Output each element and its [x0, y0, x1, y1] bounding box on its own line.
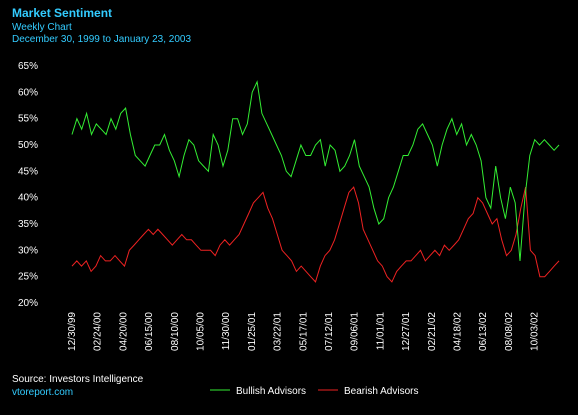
y-tick-label: 65%: [18, 61, 38, 72]
y-tick-label: 45%: [18, 166, 38, 177]
series-line-bullish: [71, 80, 560, 261]
series-line-bearish: [71, 186, 560, 283]
legend: Bullish Advisors Bearish Advisors: [210, 386, 418, 397]
x-tick-label: 08/10/00: [170, 312, 181, 351]
y-tick-label: 30%: [18, 245, 38, 256]
y-tick-label: 50%: [18, 140, 38, 151]
x-tick-label: 04/20/00: [118, 312, 129, 351]
y-tick-label: 40%: [18, 193, 38, 204]
x-tick-label: 02/24/00: [93, 312, 104, 351]
y-tick-label: 25%: [18, 272, 38, 283]
x-tick-label: 01/25/01: [247, 312, 258, 351]
chart-subtitle: Weekly Chart: [12, 22, 72, 33]
x-tick-label: 04/18/02: [453, 312, 464, 351]
plot-area: [71, 80, 560, 283]
y-tick-label: 35%: [18, 219, 38, 230]
x-tick-label: 11/01/01: [375, 312, 386, 351]
x-tick-label: 11/30/00: [221, 312, 232, 351]
y-axis-labels: 20% 25% 30% 35% 40% 45% 50% 55% 60% 65%: [18, 61, 38, 309]
legend-label-bullish: Bullish Advisors: [236, 386, 306, 397]
x-tick-label: 06/13/02: [478, 312, 489, 351]
chart-date-range: December 30, 1999 to January 23, 2003: [12, 34, 191, 45]
x-tick-label: 12/27/01: [401, 312, 412, 351]
x-tick-label: 10/03/02: [530, 312, 541, 351]
y-tick-label: 60%: [18, 87, 38, 98]
x-tick-label: 05/17/01: [298, 312, 309, 351]
x-tick-label: 02/21/02: [427, 312, 438, 351]
x-tick-label: 09/06/01: [350, 312, 361, 351]
x-axis-labels: 12/30/99 02/24/00 04/20/00 06/15/00 08/10/00…: [67, 312, 541, 351]
y-tick-label: 55%: [18, 114, 38, 125]
x-tick-label: 03/22/01: [273, 312, 284, 351]
site-link[interactable]: vtoreport.com: [12, 387, 73, 398]
x-tick-label: 08/08/02: [504, 312, 515, 351]
x-tick-label: 10/05/00: [196, 312, 207, 351]
x-tick-label: 06/15/00: [144, 312, 155, 351]
source-label: Source: Investors Intelligence: [12, 374, 144, 385]
chart-title: Market Sentiment: [12, 6, 112, 20]
legend-label-bearish: Bearish Advisors: [344, 386, 418, 397]
x-tick-label: 12/30/99: [67, 312, 78, 351]
y-tick-label: 20%: [18, 298, 38, 309]
x-tick-label: 07/12/01: [324, 312, 335, 351]
